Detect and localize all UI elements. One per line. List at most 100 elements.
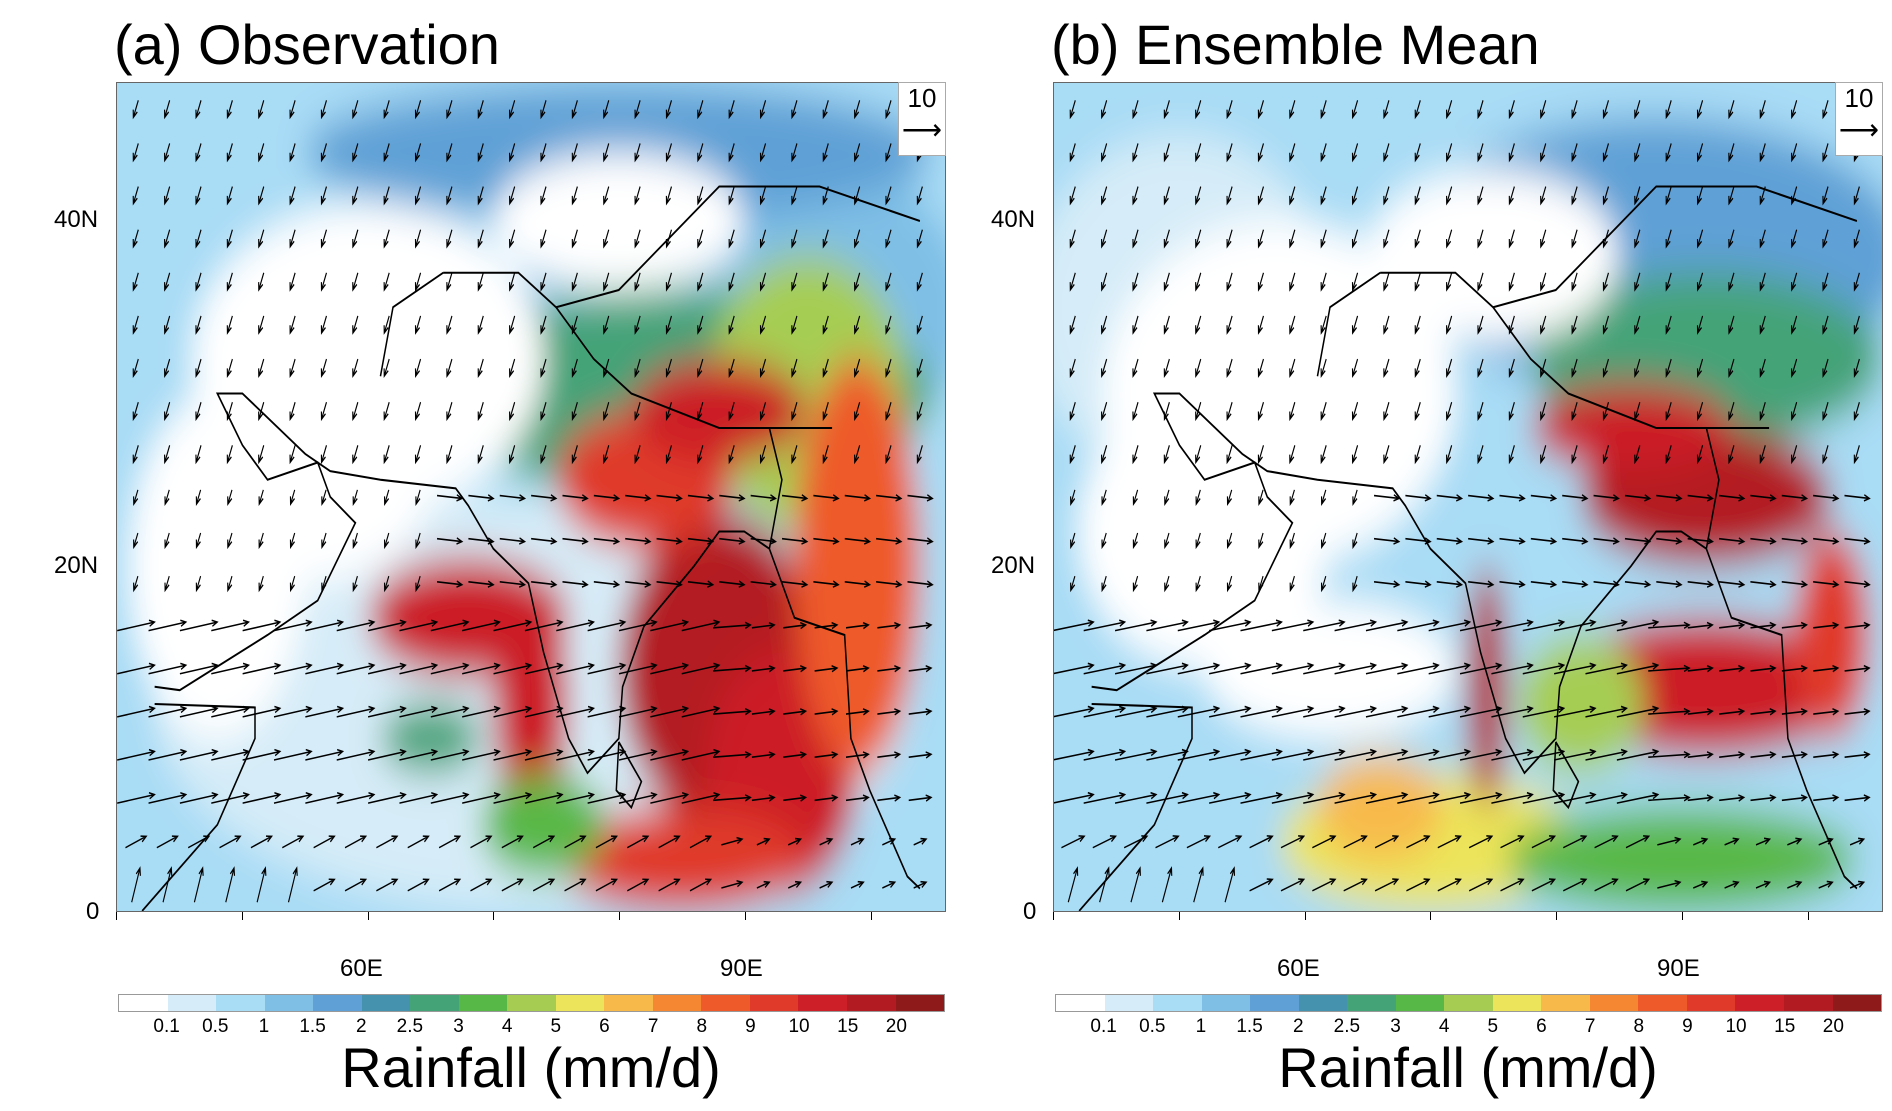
rainfall-region xyxy=(480,773,607,877)
wind-vector xyxy=(1791,272,1798,292)
wind-vector xyxy=(305,619,345,632)
wind-vector xyxy=(1446,445,1453,465)
wind-vector xyxy=(211,662,250,675)
wind-vector xyxy=(1625,835,1651,849)
wind-vector xyxy=(1280,878,1306,892)
wind-vector xyxy=(1280,835,1306,849)
wind-vector xyxy=(352,315,359,335)
wind-vector xyxy=(788,837,803,846)
wind-vector xyxy=(383,272,390,292)
wind-vector xyxy=(250,835,273,849)
wind-vector xyxy=(399,662,439,675)
wind-vector xyxy=(1822,143,1829,163)
wind-vector xyxy=(1585,748,1628,761)
wind-vector xyxy=(1687,708,1714,716)
wind-vector xyxy=(1163,315,1170,335)
wind-vector xyxy=(1593,580,1620,588)
wind-vector xyxy=(854,143,861,163)
wind-vector xyxy=(1728,272,1735,292)
colorbar-swatch xyxy=(1783,995,1833,1011)
wind-vector xyxy=(885,143,892,163)
wind-vector xyxy=(627,835,650,849)
wind-vector xyxy=(407,835,430,849)
wind-vector xyxy=(1554,791,1597,804)
wind-vector xyxy=(509,401,516,422)
wind-vector xyxy=(501,878,524,892)
wind-vector xyxy=(813,494,840,502)
wind-vector xyxy=(132,272,139,292)
wind-vector xyxy=(1101,358,1108,379)
rainfall-region xyxy=(1518,635,1644,773)
rainfall-region xyxy=(794,359,920,773)
wind-vector xyxy=(1625,878,1651,892)
wind-vector xyxy=(687,537,715,545)
wind-vector xyxy=(195,575,202,593)
wind-vector xyxy=(1070,575,1076,593)
reference-vector-box: 10 ⟶ xyxy=(898,82,946,156)
wind-vector xyxy=(1791,445,1798,465)
wind-vector xyxy=(1477,229,1484,249)
wind-vector xyxy=(877,621,902,630)
wind-vector xyxy=(1446,272,1453,292)
wind-vector xyxy=(195,315,202,335)
wind-vector xyxy=(468,580,495,588)
wind-vector xyxy=(148,792,188,804)
wind-vector xyxy=(193,866,204,903)
wind-vector xyxy=(1163,229,1170,249)
wind-vector xyxy=(854,401,861,422)
wind-vector xyxy=(603,229,610,249)
wind-vector xyxy=(132,100,139,120)
colorbar-level-label: 1 xyxy=(258,1016,270,1037)
wind-vector xyxy=(850,880,865,889)
wind-vector xyxy=(1791,358,1798,379)
wind-vector xyxy=(164,358,171,379)
wind-vector xyxy=(1132,186,1139,206)
wind-vector xyxy=(603,315,610,335)
wind-vector xyxy=(1373,580,1401,588)
wind-vector xyxy=(1351,445,1359,465)
wind-vector xyxy=(665,315,673,335)
wind-vector xyxy=(1446,315,1453,335)
wind-vector xyxy=(1648,664,1691,673)
wind-vector xyxy=(1594,878,1619,892)
wind-vector xyxy=(1853,186,1860,206)
wind-vector xyxy=(791,272,798,292)
wind-vector xyxy=(1414,186,1421,206)
wind-vector xyxy=(1791,315,1798,335)
wind-vector xyxy=(1759,315,1766,335)
colorbar-swatch xyxy=(1347,995,1396,1011)
wind-vector xyxy=(1522,791,1566,804)
x-tick xyxy=(745,912,746,920)
wind-vector xyxy=(540,445,547,465)
wind-vector xyxy=(399,619,439,632)
wind-vector xyxy=(595,835,618,849)
wind-vector xyxy=(697,143,704,163)
colorbar-title: Rainfall (mm/d) xyxy=(1278,1036,1658,1099)
wind-vector xyxy=(1781,664,1808,673)
wind-vector xyxy=(791,143,798,163)
rainfall-region xyxy=(493,583,569,825)
wind-vector xyxy=(1822,229,1829,249)
wind-vector xyxy=(1634,445,1641,465)
wind-vector xyxy=(689,835,713,849)
wind-vector xyxy=(1540,229,1547,249)
wind-vector xyxy=(477,186,484,206)
wind-vector xyxy=(781,580,809,588)
wind-vector xyxy=(1508,445,1515,465)
wind-vector xyxy=(1303,748,1346,761)
wind-vector xyxy=(1634,358,1641,379)
wind-vector xyxy=(1665,272,1672,292)
wind-vector xyxy=(681,619,721,632)
colorbar-swatch xyxy=(1250,995,1299,1011)
wind-vector xyxy=(1718,494,1746,502)
wind-vector xyxy=(1226,358,1233,379)
wind-vector xyxy=(1177,705,1221,718)
wind-vector xyxy=(877,708,902,716)
wind-vector xyxy=(756,837,771,846)
rainfall-region xyxy=(1530,384,1732,472)
wind-vector xyxy=(1177,791,1221,804)
wind-vector xyxy=(1719,794,1746,802)
wind-vector xyxy=(1351,143,1359,163)
wind-vector xyxy=(1414,358,1421,379)
wind-vector xyxy=(117,748,156,761)
